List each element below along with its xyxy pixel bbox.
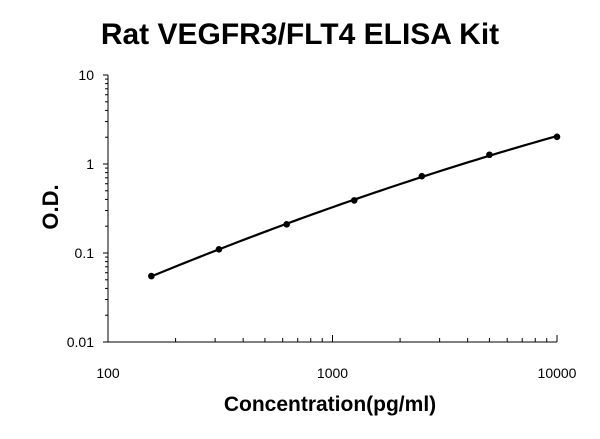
data-series — [148, 133, 561, 280]
data-point — [486, 151, 493, 159]
data-point — [148, 272, 155, 280]
data-point — [553, 133, 561, 141]
data-point — [283, 221, 290, 228]
data-point — [350, 197, 358, 204]
chart-title: Rat VEGFR3/FLT4 ELISA Kit — [100, 18, 500, 51]
y-tick-label: 10 — [78, 67, 94, 83]
data-point — [418, 172, 426, 180]
axes — [107, 75, 557, 343]
fit-curve — [150, 134, 558, 278]
x-axis-label: Concentration(pg/ml) — [223, 393, 437, 416]
y-tick-label: 0.01 — [67, 334, 94, 350]
data-point — [215, 246, 223, 253]
y-tick-label: 0.1 — [75, 245, 95, 261]
x-tick-label: 10000 — [538, 365, 577, 381]
x-tick-label: 100 — [96, 365, 120, 381]
axis-ticks — [103, 74, 558, 343]
x-tick-label: 1000 — [317, 365, 348, 381]
y-tick-label: 1 — [86, 156, 94, 172]
